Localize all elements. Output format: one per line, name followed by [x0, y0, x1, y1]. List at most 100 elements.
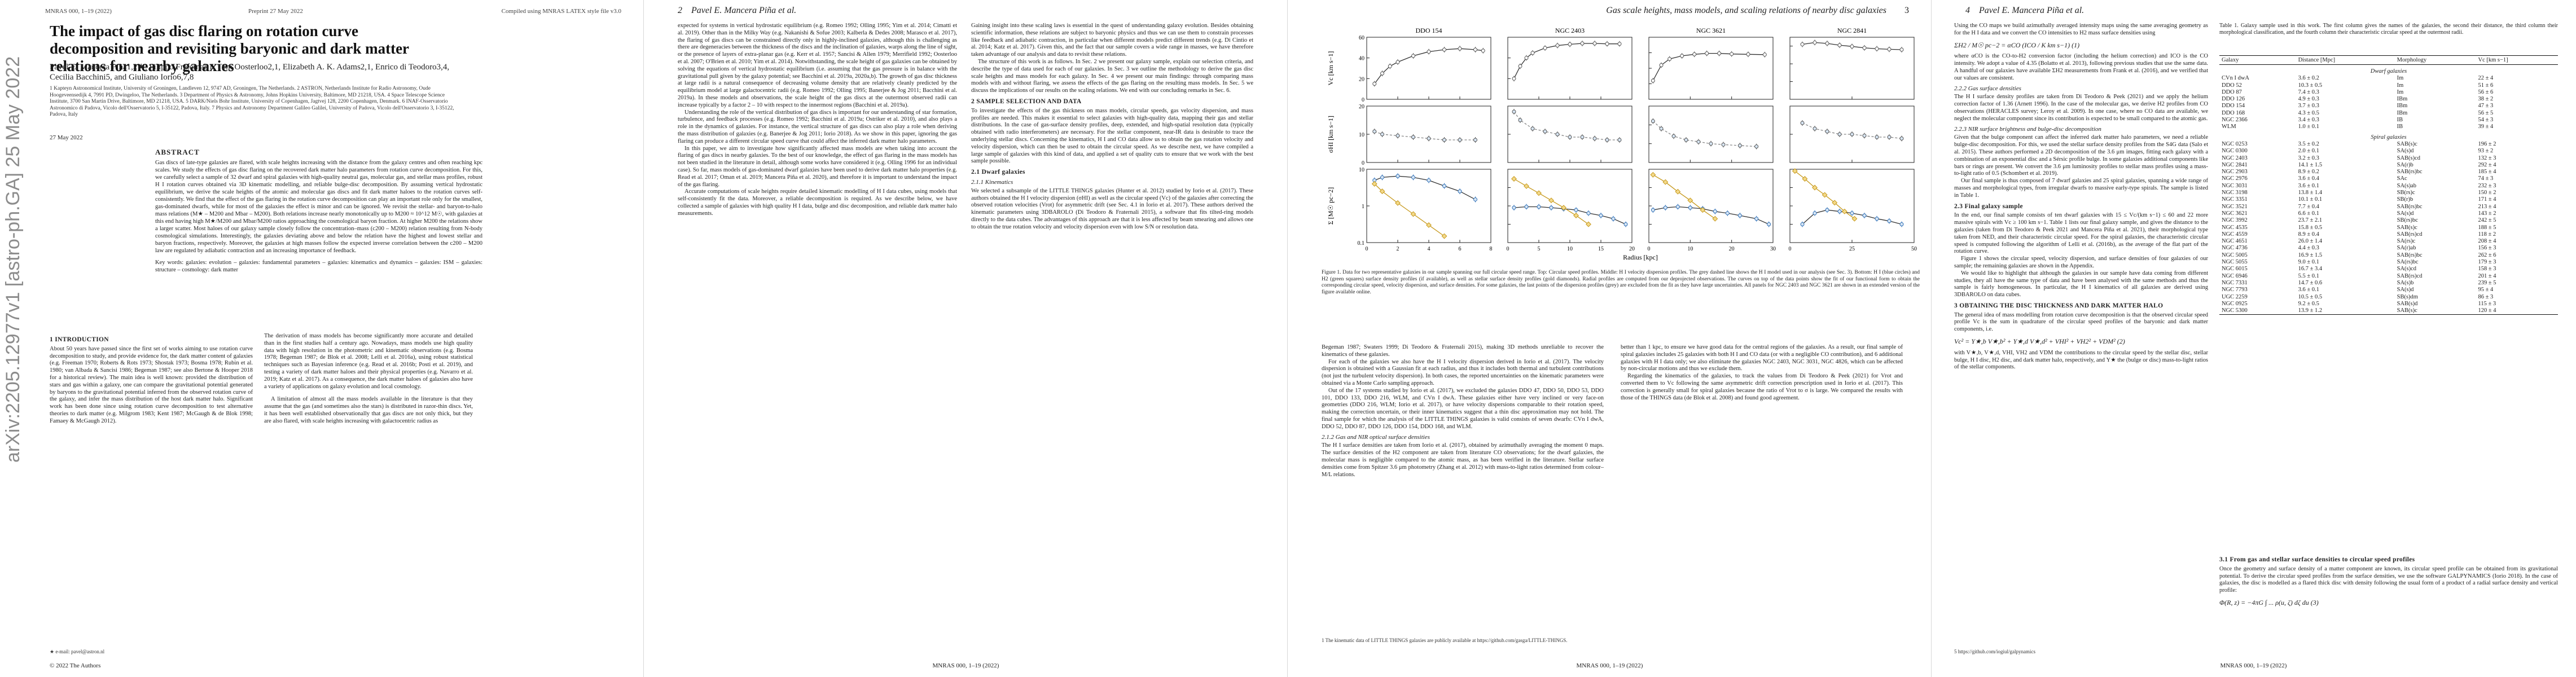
data-point: [1512, 205, 1516, 210]
table-cell: SA(s)ab: [2397, 182, 2417, 189]
table-cell: SAB(rs)bc: [2397, 169, 2423, 175]
data-point: [1388, 64, 1392, 68]
panel-frame: [1648, 105, 1774, 163]
table-row: NGC 3031 3.6 ± 0.1 SA(s)ab 232 ± 3: [2219, 183, 2558, 190]
table-row: NGC 2403 3.2 ± 0.3 SAB(s)cd 132 ± 3: [2219, 155, 2558, 162]
table-cell: 185 ± 4: [2478, 169, 2496, 175]
table-cell: NGC 2903: [2222, 169, 2248, 175]
data-point: [1659, 63, 1664, 67]
table-cell: DDO 126: [2222, 96, 2245, 103]
table-cell: SA(s)d: [2397, 210, 2414, 217]
table-row: NGC 3351 10.1 ± 0.1 SB(r)b 171 ± 4: [2219, 196, 2558, 203]
data-point: [1887, 135, 1892, 139]
table-cell: NGC 4535: [2222, 224, 2248, 231]
section-3-1-heading: 3.1 From gas and stellar surface densiti…: [2219, 556, 2415, 563]
stellar-data-point: [1410, 211, 1416, 217]
data-point: [1518, 64, 1522, 68]
table-cell: 8.9 ± 0.4: [2298, 231, 2319, 238]
y-axis-label: σHI [km s−1]: [1327, 116, 1335, 153]
table-cell: NGC 7331: [2222, 279, 2248, 286]
table-cell: 188 ± 5: [2478, 224, 2496, 231]
p4-paragraph-7: Figure 1 shows the circular speed, veloc…: [1954, 256, 2208, 269]
abstract-text: Gas discs of late-type galaxies are flar…: [155, 160, 482, 254]
stellar-data-point: [1548, 197, 1554, 204]
table-cell: 4.3 ± 0.5: [2298, 109, 2319, 116]
equation-1: ΣH2 / M☉ pc−2 = αCO (ICO / K km s−1) (1): [1954, 41, 2080, 49]
stellar-data-point: [1395, 200, 1401, 206]
page-4: 4 Pavel E. Mancera Piña et al. Using the…: [1932, 0, 2575, 677]
data-point: [1473, 47, 1477, 52]
stellar-data-point: [1662, 179, 1669, 185]
intro-column-1: 1 INTRODUCTION About 50 years have passe…: [50, 333, 253, 425]
data-point: [1875, 217, 1879, 221]
p2-paragraph-4: Accurate computations of scale heights r…: [678, 188, 957, 217]
data-point: [1481, 49, 1485, 53]
data-point: [1762, 52, 1767, 57]
table-row: NGC 4559 8.9 ± 0.4 SAB(rs)cd 118 ± 2: [2219, 231, 2558, 238]
section-2-heading: 2 SAMPLE SELECTION AND DATA: [971, 98, 1082, 105]
table-row: NGC 3521 7.7 ± 0.4 SAB(rs)bc 213 ± 4: [2219, 204, 2558, 210]
table-cell: NGC 6015: [2222, 266, 2248, 272]
data-point: [1717, 51, 1722, 56]
page-1-header: MNRAS 000, 1–19 (2022) Preprint 27 May 2…: [45, 8, 621, 17]
table-cell: SA(s)d: [2397, 148, 2414, 155]
table-cell: SA(s)cd: [2397, 266, 2417, 272]
data-point: [1754, 217, 1759, 221]
table-row: DDO 168 4.3 ± 0.5 IBm 56 ± 5: [2219, 110, 2558, 117]
panel-frame: [1366, 37, 1491, 100]
footnote: 5 https://github.com/iogiul/galpynamics: [1954, 649, 2035, 654]
table-cell: NGC 2366: [2222, 117, 2248, 124]
table-cell: SAc: [2397, 175, 2407, 182]
table-cell: NGC 5005: [2222, 252, 2248, 258]
data-point: [1458, 189, 1462, 194]
page-2-header: 2 Pavel E. Mancera Piña et al.: [678, 6, 1265, 18]
data-point: [1530, 51, 1535, 55]
data-point: [1524, 56, 1529, 60]
table-cell: NGC 3198: [2222, 190, 2248, 196]
data-point: [1825, 208, 1829, 212]
table-row: NGC 5005 16.9 ± 1.5 SAB(rs)bc 262 ± 6: [2219, 252, 2558, 259]
table-row: NGC 7793 3.6 ± 0.1 SA(s)d 95 ± 4: [2219, 287, 2558, 293]
panel-frame: [1789, 169, 1915, 243]
data-point: [1537, 204, 1541, 209]
stellar-data-point: [1426, 222, 1432, 228]
x-tick-label: 20: [1629, 246, 1635, 252]
data-point: [1746, 52, 1750, 56]
x-axis-label: Radius [kpc]: [1623, 253, 1658, 261]
data-point: [1568, 135, 1572, 139]
running-title: Gas scale heights, mass models, and scal…: [1606, 6, 1886, 15]
table-cell: 171 ± 4: [2478, 196, 2496, 203]
preprint-date: Preprint 27 May 2022: [248, 8, 303, 15]
data-point: [1605, 138, 1609, 142]
data-point: [1899, 222, 1904, 226]
data-point: [1800, 222, 1805, 226]
p4-paragraph-6: In the end, our final sample consists of…: [1954, 212, 2208, 255]
keywords: Key words: galaxies: evolution – galaxie…: [155, 260, 482, 273]
y-tick-label: 40: [1359, 56, 1364, 62]
section-3-1-text: Once the geometry and surface density of…: [2219, 565, 2558, 594]
panel-title: NGC 2841: [1837, 27, 1867, 34]
table-cell: NGC 5055: [2222, 259, 2248, 266]
table-cell: 4.4 ± 0.3: [2298, 245, 2319, 252]
table-cell: NGC 0925: [2222, 300, 2248, 307]
table-cell: NGC 4736: [2222, 245, 2248, 252]
table-cell: NGC 3351: [2222, 196, 2248, 203]
p3-col2-paragraph-2: Regarding the kinematics of the galaxies…: [1621, 373, 1903, 401]
abstract: Gas discs of late-type galaxies are flar…: [155, 159, 482, 274]
data-point: [1651, 119, 1655, 124]
page-separator: [1931, 0, 1932, 677]
table-cell: IBm: [2397, 96, 2408, 103]
data-point: [1611, 217, 1616, 221]
table-1-caption: Table 1. Galaxy sample used in this work…: [2219, 23, 2558, 36]
table-cell: NGC 5300: [2219, 307, 2296, 315]
data-point: [1617, 138, 1622, 142]
table-row: DDO 52 10.3 ± 0.5 Im 51 ± 6: [2219, 82, 2558, 89]
table-cell: NGC 2976: [2222, 175, 2248, 182]
data-point: [1725, 211, 1730, 216]
table-cell: 196 ± 2: [2478, 140, 2496, 147]
table-cell: 132 ± 3: [2478, 155, 2496, 161]
table-cell: 7.7 ± 0.4: [2298, 203, 2319, 210]
data-point: [1380, 71, 1384, 76]
x-tick-label: 20: [1729, 246, 1735, 252]
table-cell: 39 ± 4: [2478, 124, 2494, 130]
